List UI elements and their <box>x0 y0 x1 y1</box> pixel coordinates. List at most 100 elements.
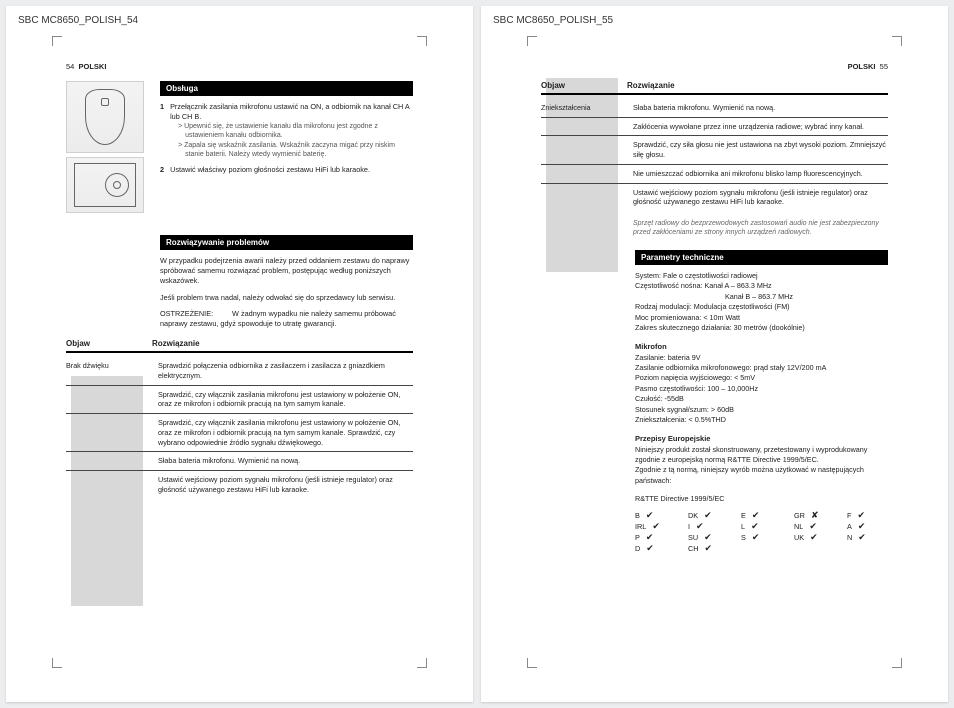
step-1-sub-b: > Zapala się wskaźnik zasilania. Wskaźni… <box>178 141 413 160</box>
page-left: SBC MC8650_POLISH_54 54 POLSKI Obsługa 1… <box>6 6 473 702</box>
spec-line: Zgodnie z tą normą, niniejszy wyrób możn… <box>635 465 888 486</box>
page-number: 55 <box>880 62 888 71</box>
country-item: B✔ <box>635 511 676 520</box>
remedy-text: Słaba bateria mikrofonu. Wymienić na now… <box>158 456 300 466</box>
step-1: 1 Przełącznik zasilania mikrofonu ustawi… <box>160 102 413 159</box>
page-right: SBC MC8650_POLISH_55 POLSKI 55 Objaw Roz… <box>481 6 948 702</box>
remedy-text: Sprawdzić, czy włącznik zasilania mikrof… <box>158 390 413 409</box>
col-objaw: Objaw <box>541 81 627 90</box>
country-grid: B✔DK✔E✔GR✘F✔IRL✔I✔L✔NL✔A✔P✔SU✔S✔UK✔N✔D✔C… <box>635 511 888 553</box>
trouble-row: Sprawdzić, czy włącznik zasilania mikrof… <box>66 386 413 414</box>
step-1-text: Przełącznik zasilania mikrofonu ustawić … <box>170 102 413 122</box>
section-trouble: Rozwiązywanie problemów W przypadku pode… <box>66 235 413 339</box>
lang-label: POLSKI <box>79 62 107 71</box>
running-head: 54 POLSKI <box>66 62 413 71</box>
spec-line: Pasmo częstotliwości: 100 – 10,000Hz <box>635 384 888 394</box>
spec-line: Czułość: -55dB <box>635 394 888 404</box>
step-2-text: Ustawić właściwy poziom głośności zestaw… <box>170 165 370 175</box>
cropmark <box>417 36 427 46</box>
country-item: CH✔ <box>688 544 729 553</box>
trouble-row: Brak dźwięku Sprawdzić połączenia odbior… <box>66 357 413 385</box>
country-item: D✔ <box>635 544 676 553</box>
trouble-intro-1: W przypadku podejrzenia awarii należy pr… <box>160 256 413 287</box>
heading-specs: Parametry techniczne <box>635 250 888 265</box>
country-item: IRL✔ <box>635 522 676 531</box>
remedy-text: Sprawdzić, czy siła głosu nie jest ustaw… <box>633 140 888 159</box>
running-head: POLSKI 55 <box>541 62 888 71</box>
trouble-row: Ustawić wejściowy poziom sygnału mikrofo… <box>541 184 888 211</box>
trouble-row: Sprawdzić, czy włącznik zasilania mikrof… <box>66 414 413 452</box>
trouble-row: Słaba bateria mikrofonu. Wymienić na now… <box>66 452 413 471</box>
country-item: A✔ <box>847 522 888 531</box>
section-specs: Parametry techniczne System: Fale o częs… <box>541 250 888 553</box>
spec-line: Zakres skutecznego działania: 30 metrów … <box>635 323 888 333</box>
remedy-text: Sprawdzić, czy włącznik zasilania mikrof… <box>158 418 413 447</box>
col-rozwiazanie: Rozwiązanie <box>627 81 675 90</box>
spec-line: Częstotliwość nośna: Kanał A – 863.3 MHz <box>635 281 888 291</box>
remedy-text: Zakłócenia wywołane przez inne urządzeni… <box>633 122 864 132</box>
country-item: DK✔ <box>688 511 729 520</box>
remedy-text: Ustawić wejściowy poziom sygnału mikrofo… <box>158 475 413 494</box>
col-rozwiazanie: Rozwiązanie <box>152 339 200 348</box>
country-item: S✔ <box>741 533 782 542</box>
country-item: SU✔ <box>688 533 729 542</box>
spec-directive: R&TTE Directive 1999/5/EC <box>635 494 888 504</box>
remedy-text: Sprawdzić połączenia odbiornika z zasila… <box>158 361 413 380</box>
trouble-row: Nie umieszczać odbiornika ani mikrofonu … <box>541 165 888 184</box>
remedy-text: Słaba bateria mikrofonu. Wymienić na now… <box>633 103 775 113</box>
spec-line: Niniejszy produkt został skonstruowany, … <box>635 445 888 466</box>
spec-line: System: Fale o częstotliwości radiowej <box>635 271 888 281</box>
spec-line: Kanał B – 863.7 MHz <box>635 292 888 302</box>
cropmark <box>892 36 902 46</box>
spec-line: Moc promieniowana: < 10m Watt <box>635 313 888 323</box>
spec-line: Stosunek sygnał/szum: > 60dB <box>635 405 888 415</box>
trouble-warning: OSTRZEŻENIE: W żadnym wypadku nie należy… <box>160 309 413 329</box>
country-item: P✔ <box>635 533 676 542</box>
remedy-text: Nie umieszczać odbiornika ani mikrofonu … <box>633 169 863 179</box>
trouble-table-head: Objaw Rozwiązanie <box>66 339 413 353</box>
spec-subhead-mic: Mikrofon <box>635 342 888 351</box>
trouble-row: Sprawdzić, czy siła głosu nie jest ustaw… <box>541 136 888 164</box>
page-content-left: 54 POLSKI Obsługa 1 Przełącznik zasilani… <box>66 62 413 654</box>
symptom-label: Brak dźwięku <box>66 361 144 380</box>
remedy-text: Ustawić wejściowy poziom sygnału mikrofo… <box>633 188 888 207</box>
spec-subhead-eu: Przepisy Europejskie <box>635 434 888 443</box>
doc-header-right: SBC MC8650_POLISH_55 <box>481 6 948 30</box>
spec-line: Poziom napięcia wyjściowego: < 5mV <box>635 373 888 383</box>
country-item: E✔ <box>741 511 782 520</box>
illustration-stereo <box>66 157 144 213</box>
doc-header-left: SBC MC8650_POLISH_54 <box>6 6 473 30</box>
spec-line: Zasilanie odbiornika mikrofonowego: prąd… <box>635 363 888 373</box>
country-item: N✔ <box>847 533 888 542</box>
cropmark <box>417 658 427 668</box>
trouble-table-head: Objaw Rozwiązanie <box>541 81 888 95</box>
heading-trouble: Rozwiązywanie problemów <box>160 235 413 250</box>
country-item: GR✘ <box>794 511 835 520</box>
lang-label: POLSKI <box>848 62 876 71</box>
heading-obsluga: Obsługa <box>160 81 413 96</box>
illustration-mic <box>66 81 144 153</box>
trouble-row: Ustawić wejściowy poziom sygnału mikrofo… <box>66 471 413 498</box>
country-item: NL✔ <box>794 522 835 531</box>
trouble-row: Zakłócenia wywołane przez inne urządzeni… <box>541 118 888 137</box>
trouble-row: Zniekształcenia Słaba bateria mikrofonu.… <box>541 99 888 118</box>
cropmark <box>527 658 537 668</box>
note-row: Sprzęt radiowy do bezprzewodowych zastos… <box>541 211 888 246</box>
section-obsluga: Obsługa 1 Przełącznik zasilania mikrofon… <box>66 81 413 217</box>
country-item: UK✔ <box>794 533 835 542</box>
spec-line: Zniekształcenia: < 0.5%THD <box>635 415 888 425</box>
spec-line: Zasilanie: bateria 9V <box>635 353 888 363</box>
page-content-right: POLSKI 55 Objaw Rozwiązanie Zniekształce… <box>541 62 888 654</box>
cropmark <box>527 36 537 46</box>
disclaimer-note: Sprzęt radiowy do bezprzewodowych zastos… <box>633 215 888 242</box>
page-number: 54 <box>66 62 74 71</box>
trouble-intro-2: Jeśli problem trwa nadal, należy odwołać… <box>160 293 413 303</box>
step-1-sub-a: > Upewnić się, że ustawienie kanału dla … <box>178 122 413 141</box>
col-objaw: Objaw <box>66 339 152 348</box>
spec-line: Rodzaj modulacji: Modulacja częstotliwoś… <box>635 302 888 312</box>
cropmark <box>892 658 902 668</box>
step-2: 2 Ustawić właściwy poziom głośności zest… <box>160 165 413 175</box>
warning-label: OSTRZEŻENIE: <box>160 309 230 319</box>
country-item: I✔ <box>688 522 729 531</box>
country-item: F✔ <box>847 511 888 520</box>
